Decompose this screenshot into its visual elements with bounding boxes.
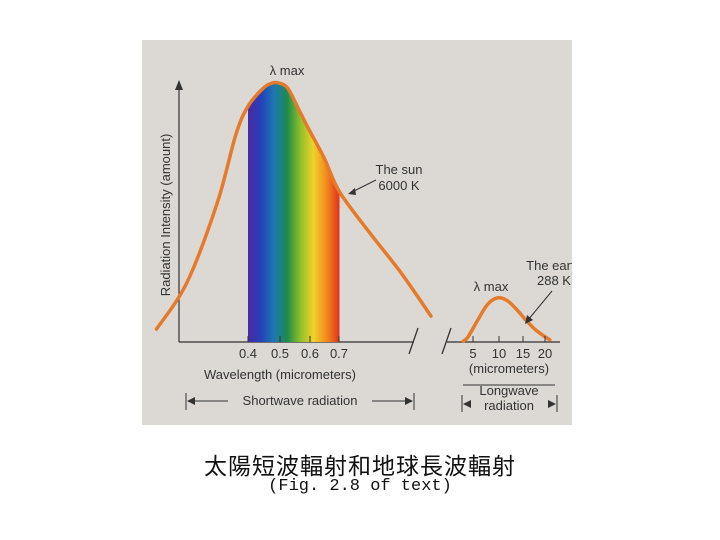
earth-x-axis-label: (micrometers) [469,361,549,376]
radiation-figure: Radiation Intensity (amount) λ max The s… [142,40,582,425]
figure-caption: 太陽短波輻射和地球長波輻射 [204,454,516,480]
sun-peak-label: λ max [270,63,305,78]
sun-pointer-arrow-icon [348,188,356,195]
longwave-arrow-left-icon [463,400,471,408]
y-axis-arrow-icon [175,80,183,90]
axis-break-mark-left [408,327,419,355]
shortwave-arrow-left-icon [187,397,195,405]
y-axis-label: Radiation Intensity (amount) [158,134,173,297]
longwave-label-line2: radiation [484,398,534,413]
earth-pointer-arrow-icon [525,315,533,324]
sun-x-axis-label: Wavelength (micrometers) [204,367,356,382]
earth-peak-label: λ max [474,279,509,294]
earth-series-label-line1: The earth [526,258,572,273]
longwave-label-line1: Longwave [479,383,538,398]
shortwave-arrow-right-icon [405,397,413,405]
earth-curve [461,296,552,343]
sun-pointer-line [351,179,377,193]
figure-source: (Fig. 2.8 of text) [268,477,452,496]
shortwave-label: Shortwave radiation [243,393,358,408]
sun-tick-label: 0.7 [330,346,348,361]
sun-curve [154,80,433,331]
earth-tick-label: 5 [469,346,476,361]
sun-tick-label: 0.5 [271,346,289,361]
longwave-arrow-right-icon [548,400,556,408]
panel-background [142,40,572,425]
sun-tick-label: 0.4 [239,346,257,361]
sun-series-label-line1: The sun [376,162,423,177]
earth-pointer-line [527,290,553,321]
earth-tick-label: 10 [492,346,506,361]
earth-tick-label: 20 [538,346,552,361]
axis-break-mark-right [441,327,452,355]
radiation-chart: Radiation Intensity (amount) λ max The s… [142,40,582,425]
sun-series-label-line2: 6000 K [378,178,420,193]
earth-tick-label: 15 [516,346,530,361]
sun-tick-label: 0.6 [301,346,319,361]
earth-series-label-line2: 288 K [537,273,571,288]
